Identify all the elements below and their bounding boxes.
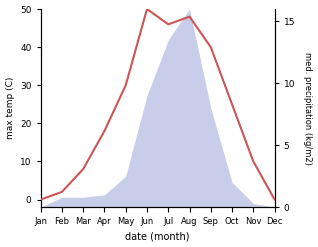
- Y-axis label: med. precipitation (kg/m2): med. precipitation (kg/m2): [303, 52, 313, 165]
- X-axis label: date (month): date (month): [125, 231, 190, 242]
- Y-axis label: max temp (C): max temp (C): [5, 77, 15, 139]
